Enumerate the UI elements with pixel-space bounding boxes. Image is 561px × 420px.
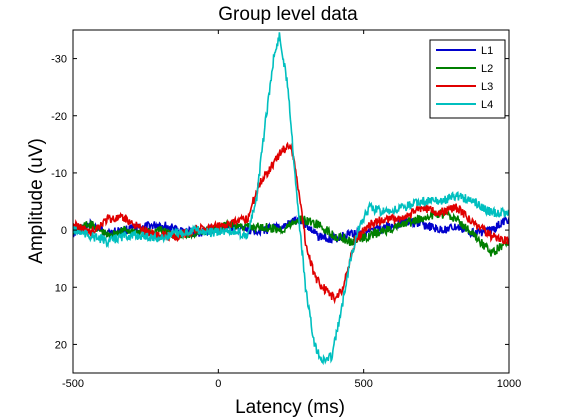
x-tick-label: 500 bbox=[354, 378, 372, 390]
y-tick-label: -30 bbox=[51, 54, 67, 66]
series-line-l4 bbox=[73, 32, 509, 366]
y-tick-label: 20 bbox=[55, 339, 67, 351]
axis-ticks: -500 0 500 1000 -30 -20 -10 0 10 20 bbox=[51, 30, 521, 390]
chart-title: Group level data bbox=[218, 4, 358, 25]
legend-box bbox=[429, 39, 506, 119]
y-axis-title: Amplitude (uV) bbox=[26, 138, 47, 264]
y-tick-label: -20 bbox=[51, 111, 67, 123]
legend-label-l2: L2 bbox=[481, 63, 493, 75]
x-tick-label: -500 bbox=[62, 378, 84, 390]
legend-label-l1: L1 bbox=[481, 45, 493, 57]
y-tick-label: -10 bbox=[51, 168, 67, 180]
legend: L1 L2 L3 L4 bbox=[429, 39, 506, 119]
y-tick-label: 0 bbox=[61, 225, 67, 237]
x-tick-label: 1000 bbox=[497, 378, 521, 390]
legend-label-l3: L3 bbox=[481, 81, 493, 93]
series-line-l3 bbox=[73, 141, 509, 305]
plot-area: -500 0 500 1000 -30 -20 -10 0 10 20 bbox=[51, 29, 521, 390]
legend-label-l4: L4 bbox=[481, 99, 493, 111]
x-tick-label: 0 bbox=[215, 378, 221, 390]
x-axis-title: Latency (ms) bbox=[235, 397, 345, 418]
y-tick-label: 10 bbox=[55, 282, 67, 294]
legend-entries: L1 L2 L3 L4 bbox=[436, 45, 493, 111]
plot-frame bbox=[72, 29, 510, 374]
series-layer bbox=[73, 32, 509, 366]
